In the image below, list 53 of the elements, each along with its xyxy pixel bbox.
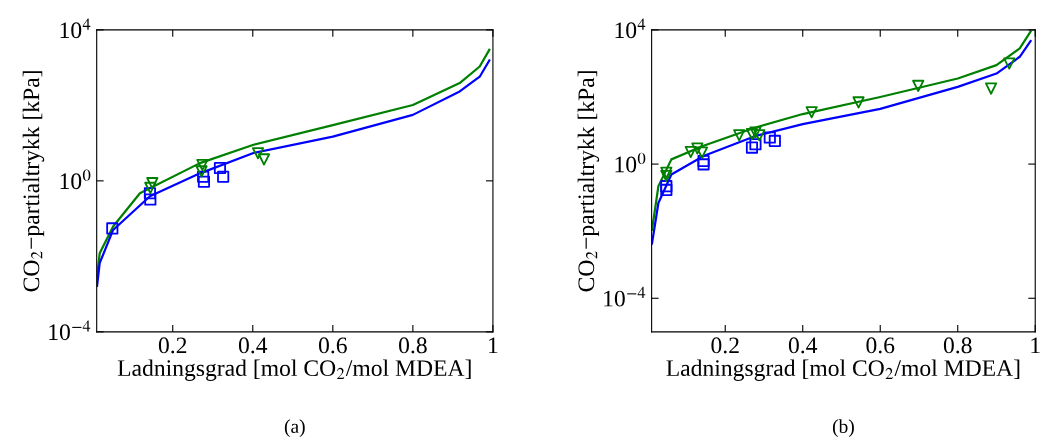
point (695, 146, 709, 159)
y-axis-title: CO$_{2}$−partialtrykk [kPa] (577, 71, 600, 292)
x-axis-title: Ladningsgrad [mol CO$_{2}$/mol MDEA] (666, 359, 1020, 381)
x-tick-label: 0.8 (399, 337, 427, 354)
point (660, 166, 673, 179)
text: (b) (832, 419, 854, 437)
point (146, 177, 159, 190)
x-tick-label: 0.4 (238, 337, 268, 354)
point (197, 175, 211, 188)
point (143, 187, 156, 200)
text: (a) (284, 419, 305, 437)
point (684, 145, 697, 158)
point (753, 129, 766, 142)
x-tick-label: 1 (1031, 337, 1040, 354)
y-tick-label: 10$^{−4}$ (604, 286, 646, 307)
point (144, 193, 157, 206)
point (691, 142, 704, 155)
point (805, 106, 818, 119)
x-tick-label: 0.2 (711, 337, 739, 354)
y-axis-title: CO$_{2}$−partialtrykk [kPa] (22, 71, 45, 292)
point (745, 141, 759, 154)
x-axis-title: Ladningsgrad [mol CO$_{2}$/mol MDEA] (117, 359, 471, 381)
point (763, 131, 776, 144)
x-tick-label: 0.8 (943, 337, 972, 354)
point (195, 165, 208, 178)
point (213, 161, 227, 175)
y-tick-label: 10$^{4}$ (60, 18, 91, 39)
point (197, 170, 210, 183)
x-tick-label: 0.6 (866, 337, 895, 354)
y-tick-label: 10$^{−4}$ (49, 320, 91, 341)
point (660, 169, 673, 183)
y-tick-label: 10$^{0}$ (60, 169, 91, 190)
y-tick-label: 10$^{4}$ (615, 18, 646, 39)
point (733, 129, 746, 142)
point (144, 181, 157, 194)
x-tick-label: 0.2 (158, 337, 187, 354)
point (251, 147, 265, 160)
point (852, 96, 865, 109)
point (217, 170, 230, 183)
point (749, 138, 762, 151)
point (985, 82, 998, 95)
x-tick-label: 0.4 (788, 337, 818, 354)
point (1003, 57, 1016, 70)
point (745, 128, 759, 141)
point (768, 134, 781, 147)
point (106, 222, 119, 235)
point (196, 158, 209, 172)
x-tick-label: 0.6 (318, 337, 347, 354)
y-tick-label: 10$^{0}$ (615, 152, 646, 173)
point (257, 153, 271, 166)
x-tick-label: 1 (489, 337, 498, 354)
point (749, 126, 762, 139)
point (912, 79, 925, 92)
